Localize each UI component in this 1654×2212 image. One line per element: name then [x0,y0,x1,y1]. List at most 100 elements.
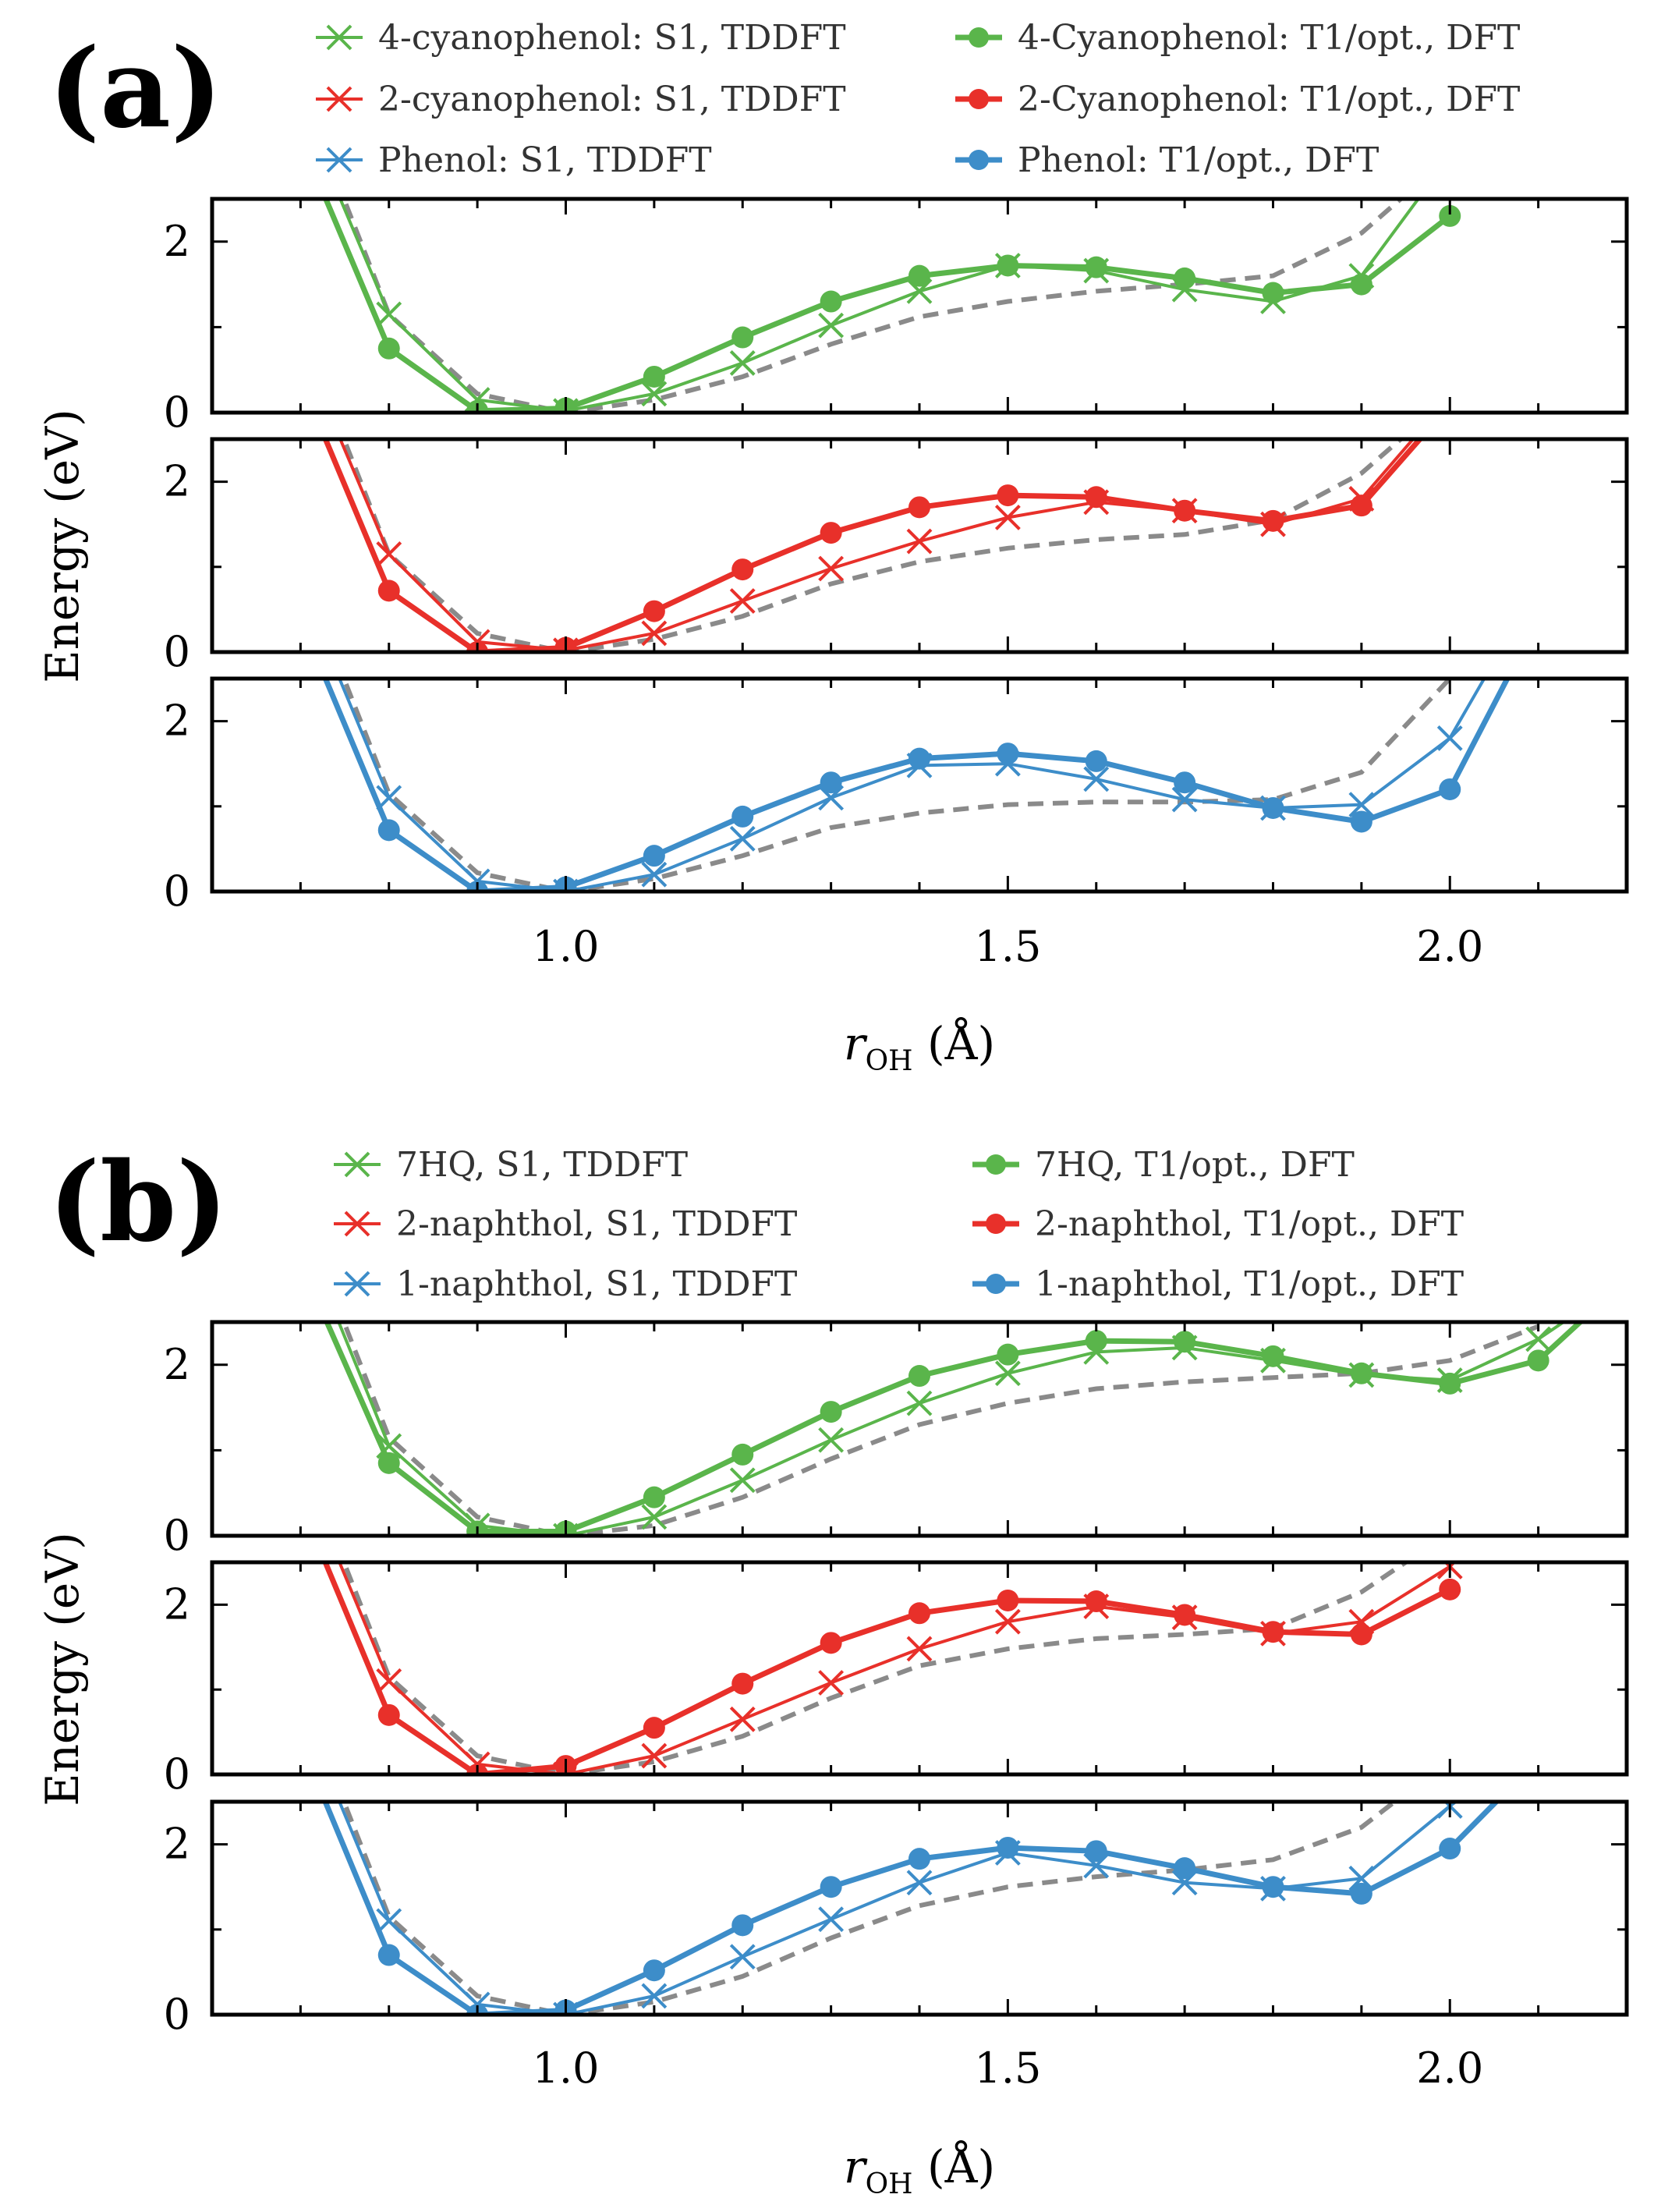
marker-t1-dot [908,1602,930,1625]
marker-s1-x [289,1216,312,1239]
x-tick-label: 1.5 [974,922,1041,971]
legend-marker-x [326,24,352,51]
marker-s1-x [1171,786,1198,813]
series-group [289,1457,1463,1774]
panel-letter: (a) [48,25,222,153]
legend-item: 4-Cyanophenol: T1/opt., DFT [955,18,1520,58]
legend-item: 4-cyanophenol: S1, TDDFT [316,18,846,58]
marker-t1-dot [731,1443,754,1466]
marker-s1-x [729,1944,756,1970]
marker-t1-dot [289,1492,311,1514]
marker-t1-dot [289,1732,311,1753]
legend: 4-cyanophenol: S1, TDDFT 2-cyanophenol: S… [316,18,1520,180]
y-tick-label: 2 [164,457,190,506]
marker-s1-x [1527,1731,1550,1754]
x-tick-label: 1.5 [974,2044,1041,2093]
x-axis-label: rOH (Å) [844,2140,995,2200]
legend-marker-x [326,147,352,173]
marker-s1-x [729,350,756,376]
legend-marker-dot [986,1154,1006,1175]
series-line-s0-dashed [341,679,1452,892]
series-line-t1 [322,199,1452,413]
marker-t1-dot [908,496,930,519]
marker-t1-dot [643,365,665,388]
legend-marker-dot [969,27,989,48]
axes-frame [210,1560,1629,1777]
marker-s1-x [818,1906,845,1933]
marker-s1-x [818,312,845,339]
series-group [289,334,1424,652]
y-tick-label: 0 [164,1990,190,2039]
marker-t1-dot [1174,499,1196,522]
marker-t1-dot [1085,1590,1107,1613]
legend-item: 2-naphthol, T1/opt., DFT [972,1204,1464,1244]
marker-t1-dot [1528,608,1550,630]
marker-s1-x [641,620,668,647]
subplot-green: 02 [164,1216,1629,1560]
marker-t1-dot [377,819,400,842]
marker-t1-dot [731,326,754,349]
marker-t1-dot [643,845,665,867]
series-group [289,1731,1550,2015]
marker-s1-x [376,1668,402,1694]
marker-t1-dot [643,1486,665,1508]
legend-item: 1-naphthol, T1/opt., DFT [972,1264,1464,1304]
marker-t1-dot [1439,1372,1461,1395]
marker-t1-dot [820,290,842,313]
marker-s1-x [906,1870,933,1896]
marker-t1-dot [997,743,1019,765]
marker-s1-x [289,1457,312,1480]
series-line-s1 [338,199,1421,413]
legend-item: 2-Cyanophenol: T1/opt., DFT [955,80,1520,119]
legend-label: Phenol: T1/opt., DFT [1018,140,1379,180]
marker-s1-x [289,334,312,357]
legend-label: 2-Cyanophenol: T1/opt., DFT [1018,80,1520,119]
marker-t1-dot [820,522,842,544]
marker-t1-dot [1262,1876,1284,1898]
tick-group [212,1322,1627,1537]
marker-s1-x [289,573,312,597]
marker-t1-dot [908,264,930,287]
marker-t1-dot [377,1944,400,1966]
legend-label: 1-naphthol, S1, TDDFT [396,1264,797,1304]
marker-s1-x [818,1427,845,1453]
legend-item: 7HQ, T1/opt., DFT [972,1145,1355,1185]
marker-s1-x [818,1670,845,1696]
y-tick-label: 0 [164,1511,190,1560]
subplot-blue: 02 [164,1731,1629,2039]
marker-t1-dot [997,484,1019,507]
marker-t1-dot [1350,495,1372,517]
legend-item: 7HQ, S1, TDDFT [334,1145,688,1185]
y-tick-label: 2 [164,1820,190,1869]
marker-t1-dot [377,580,400,602]
marker-s1-x [376,301,402,328]
marker-t1-dot [997,254,1019,277]
series-group [289,1216,1585,1536]
legend-marker-dot [986,1274,1006,1294]
marker-s1-x [994,1608,1021,1635]
marker-s1-x [1083,766,1110,792]
marker-t1-dot [1262,509,1284,532]
axes-frame [210,676,1629,894]
marker-t1-dot [1085,256,1107,278]
legend-label: 7HQ, S1, TDDFT [396,1145,688,1185]
marker-t1-dot [908,1848,930,1870]
x-tick-label: 1.0 [533,2044,600,2093]
marker-t1-dot [289,1251,311,1273]
marker-t1-dot [1527,1349,1550,1372]
marker-s1-x [1525,1326,1552,1352]
y-axis-label: Energy (eV) [36,409,89,683]
marker-s1-x [906,1390,933,1416]
legend-item: 2-naphthol, S1, TDDFT [334,1204,797,1244]
tick-group [212,439,1627,654]
legend-label: 2-cyanophenol: S1, TDDFT [378,80,846,119]
x-tick-label: 1.0 [533,922,600,971]
legend-marker-x [344,1151,370,1178]
marker-t1-dot [377,337,400,360]
marker-t1-dot [643,1717,665,1739]
marker-s1-x [376,1433,402,1459]
marker-s1-x [818,555,845,582]
marker-t1-dot [289,608,311,630]
tick-group [212,1802,1627,2016]
